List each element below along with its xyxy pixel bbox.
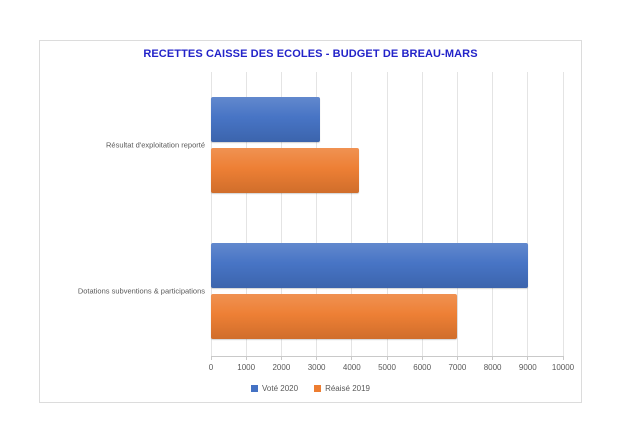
gridline <box>386 72 388 356</box>
gridline <box>316 72 318 356</box>
axis-tick-mark <box>245 356 247 360</box>
legend-swatch-icon <box>314 385 322 392</box>
x-axis-tick-label: 6000 <box>413 363 432 372</box>
gridline <box>210 72 212 356</box>
bar-series0-category0 <box>211 97 321 142</box>
x-axis-tick-label: 7000 <box>448 363 467 372</box>
x-axis-tick-label: 4000 <box>342 363 361 372</box>
legend: Voté 2020 Réaisé 2019 <box>40 384 581 393</box>
axis-tick-mark <box>316 356 318 360</box>
legend-item: Réaisé 2019 <box>314 384 370 393</box>
axis-tick-mark <box>421 356 423 360</box>
x-axis-tick-label: 5000 <box>378 363 396 372</box>
legend-swatch-icon <box>251 385 259 392</box>
category-label: Dotations subventions & participations <box>77 286 205 296</box>
axis-tick-mark <box>492 356 494 360</box>
x-axis-tick-label: 8000 <box>483 363 502 372</box>
bar-chart: RECETTES CAISSE DES ECOLES - BUDGET DE B… <box>39 40 582 403</box>
x-axis-tick-label: 9000 <box>518 363 537 372</box>
x-axis-tick-label: 2000 <box>272 363 291 372</box>
x-axis-tick-label: 0 <box>208 363 214 372</box>
axis-tick-mark <box>210 356 212 360</box>
axis-tick-mark <box>386 356 388 360</box>
category-label: Résultat d'exploitation reporté <box>106 140 205 150</box>
axis-tick-mark <box>456 356 458 360</box>
gridline <box>421 72 423 356</box>
legend-label: Voté 2020 <box>262 384 299 393</box>
axis-tick-mark <box>562 356 564 360</box>
gridline <box>245 72 247 356</box>
gridline <box>351 72 353 356</box>
x-axis-tick-label: 1000 <box>237 363 256 372</box>
bar-series0-category1 <box>211 243 528 288</box>
gridline <box>562 72 564 356</box>
x-axis-tick-label: 10000 <box>551 363 575 372</box>
gridline <box>456 72 458 356</box>
bar-series1-category1 <box>211 294 458 339</box>
gridline <box>527 72 529 356</box>
chart-title: RECETTES CAISSE DES ECOLES - BUDGET DE B… <box>143 48 478 60</box>
gridline <box>280 72 282 356</box>
axis-tick-mark <box>280 356 282 360</box>
bar-series1-category0 <box>211 148 359 193</box>
legend-item: Voté 2020 <box>251 384 298 393</box>
plot-area <box>210 72 564 356</box>
axis-tick-mark <box>351 356 353 360</box>
x-axis-line <box>211 356 564 357</box>
gridline <box>492 72 494 356</box>
legend-label: Réaisé 2019 <box>325 384 370 393</box>
x-axis-tick-label: 3000 <box>307 363 326 372</box>
axis-tick-mark <box>527 356 529 360</box>
